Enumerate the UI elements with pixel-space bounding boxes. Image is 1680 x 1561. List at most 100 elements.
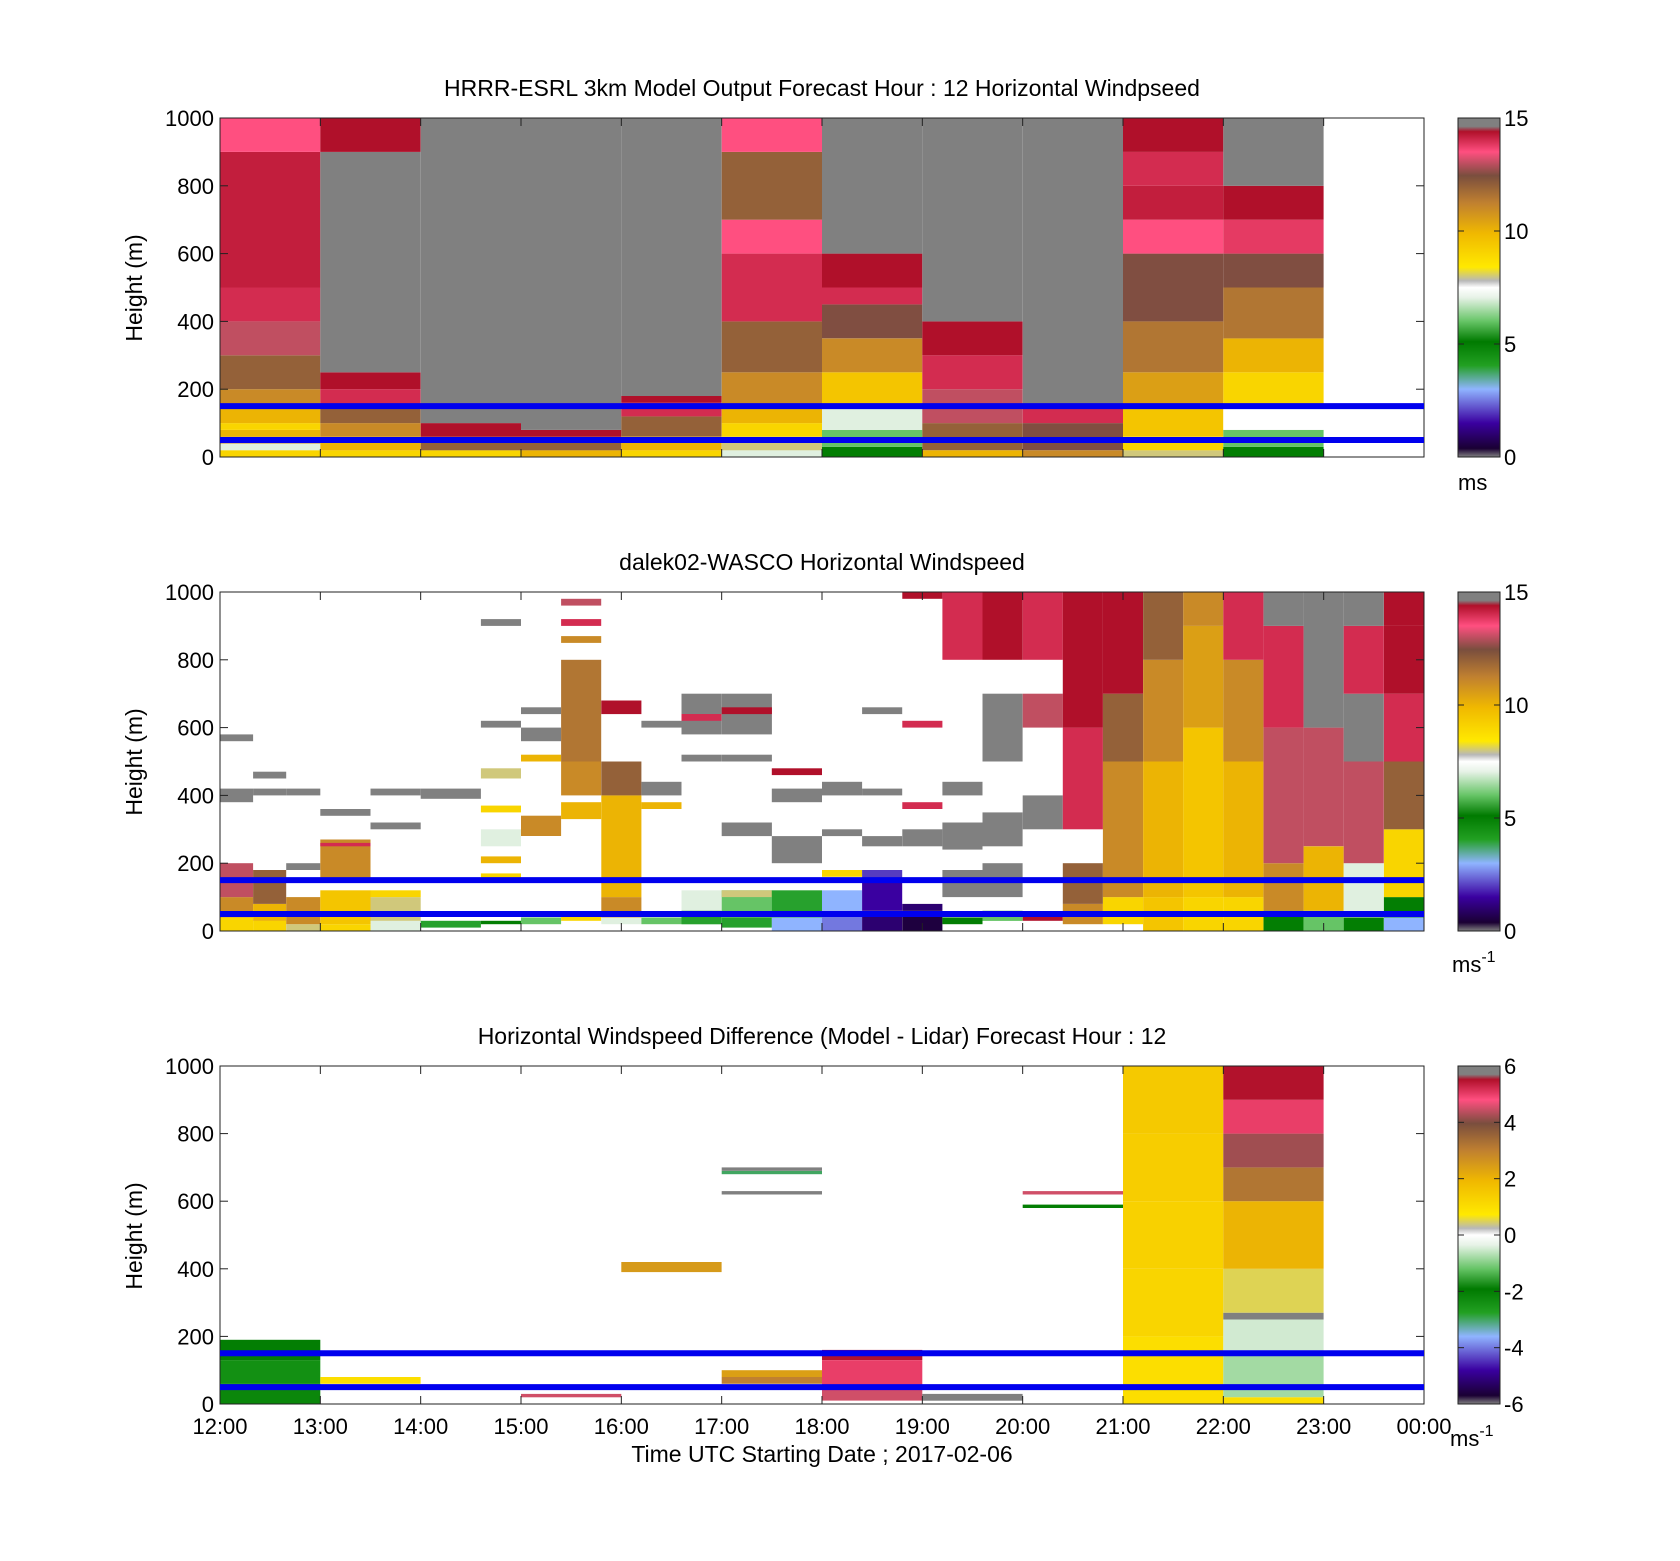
colorbar-tick-label: 0 bbox=[1504, 445, 1516, 470]
heatmap-cell bbox=[942, 592, 983, 660]
heatmap-cell bbox=[521, 707, 562, 715]
panel-difference: Horizontal Windspeed Difference (Model -… bbox=[121, 1023, 1524, 1467]
colorbar-tick-label: 15 bbox=[1504, 580, 1528, 605]
heatmap-cell bbox=[420, 920, 481, 928]
heatmap-cell bbox=[681, 714, 722, 721]
y-tick-label: 200 bbox=[177, 1324, 214, 1349]
heatmap-cell bbox=[521, 815, 562, 836]
heatmap-cell bbox=[1123, 372, 1224, 407]
heatmap-cell bbox=[902, 903, 943, 911]
model-y-axis-label: Height (m) bbox=[121, 234, 147, 341]
heatmap-cell bbox=[1223, 1312, 1324, 1320]
panel-lidar: dalek02-WASCO Horizontal Windspeed 0 200 4… bbox=[121, 549, 1528, 977]
colorbar-tick-label: -2 bbox=[1504, 1279, 1524, 1304]
heatmap-cell bbox=[862, 870, 903, 881]
colorbar-tick-label: 0 bbox=[1504, 919, 1516, 944]
lidar-x-ticks bbox=[219, 592, 1425, 931]
heatmap-cell bbox=[641, 720, 682, 728]
heatmap-cell bbox=[1343, 693, 1384, 762]
heatmap-cell bbox=[561, 659, 602, 762]
y-tick-label: 800 bbox=[177, 648, 214, 673]
heatmap-cell bbox=[1143, 761, 1184, 898]
heatmap-cell bbox=[286, 897, 321, 925]
heatmap-cell bbox=[681, 890, 722, 911]
x-tick-label: 13:00 bbox=[293, 1414, 348, 1439]
heatmap-cell bbox=[721, 707, 772, 715]
difference-y-axis-label: Height (m) bbox=[121, 1182, 147, 1289]
heatmap-cell bbox=[721, 450, 822, 457]
difference-x-ticks: 12:00 13:00 14:00 15:00 16:00 17:00 18:00 19:00… bbox=[192, 1066, 1452, 1439]
heatmap-cell bbox=[220, 1339, 321, 1361]
heatmap-cell bbox=[220, 443, 321, 451]
lidar-reference-lines bbox=[220, 877, 1424, 918]
model-colorbar bbox=[1457, 117, 1501, 458]
heatmap-cell bbox=[1123, 406, 1224, 437]
x-tick-label: 23:00 bbox=[1296, 1414, 1351, 1439]
heatmap-cell bbox=[220, 321, 321, 356]
heatmap-cell bbox=[721, 423, 822, 437]
heatmap-cell bbox=[942, 870, 983, 898]
heatmap-cell bbox=[601, 700, 642, 715]
heatmap-cell bbox=[1223, 253, 1324, 288]
heatmap-cell bbox=[902, 802, 943, 809]
heatmap-cell bbox=[521, 917, 562, 925]
lidar-colorbar-ticks: 0 5 10 15 bbox=[1458, 580, 1528, 944]
heatmap-cell bbox=[1263, 863, 1304, 911]
model-colorbar-ticks: 0 5 10 15 bbox=[1458, 106, 1528, 470]
heatmap-cell bbox=[922, 450, 1023, 457]
heatmap-cell bbox=[1123, 1133, 1224, 1202]
heatmap-cell bbox=[1343, 761, 1384, 864]
heatmap-cell bbox=[286, 788, 321, 796]
heatmap-cell bbox=[320, 423, 421, 437]
heatmap-cell bbox=[1263, 727, 1304, 864]
heatmap-cell bbox=[220, 151, 321, 288]
heatmap-cell bbox=[822, 253, 923, 288]
heatmap-cell bbox=[822, 446, 923, 457]
heatmap-cell bbox=[521, 429, 622, 437]
x-axis-label: Time UTC Starting Date ; 2017-02-06 bbox=[631, 1441, 1012, 1467]
heatmap-cell bbox=[601, 917, 642, 925]
heatmap-cell bbox=[1143, 592, 1184, 660]
heatmap-cell bbox=[220, 429, 321, 437]
heatmap-cell bbox=[771, 768, 822, 776]
heatmap-cell bbox=[1383, 917, 1424, 931]
heatmap-cell bbox=[561, 598, 602, 606]
heatmap-cell bbox=[370, 920, 421, 931]
heatmap-cell bbox=[862, 707, 903, 715]
heatmap-cell bbox=[721, 372, 822, 407]
heatmap-cell bbox=[721, 253, 822, 322]
heatmap-cell bbox=[721, 1377, 822, 1384]
heatmap-cell bbox=[922, 321, 1023, 356]
heatmap-cell bbox=[220, 788, 254, 803]
heatmap-cell bbox=[771, 788, 822, 803]
heatmap-cell bbox=[480, 619, 521, 626]
heatmap-cell bbox=[1123, 151, 1224, 186]
heatmap-cell bbox=[1022, 1191, 1123, 1195]
heatmap-cell bbox=[721, 1191, 822, 1195]
panel-model-title: HRRR-ESRL 3km Model Output Forecast Hour… bbox=[444, 75, 1200, 101]
difference-reference-lines bbox=[220, 1350, 1424, 1391]
heatmap-cell bbox=[1022, 592, 1063, 660]
heatmap-cell bbox=[822, 118, 923, 254]
heatmap-cell bbox=[942, 822, 983, 850]
heatmap-cell bbox=[220, 450, 321, 457]
heatmap-cell bbox=[641, 802, 682, 809]
x-tick-label: 14:00 bbox=[393, 1414, 448, 1439]
heatmap-cell bbox=[320, 406, 421, 424]
heatmap-cell bbox=[1223, 219, 1324, 254]
heatmap-cell bbox=[1223, 406, 1324, 430]
heatmap-cell bbox=[320, 389, 421, 407]
heatmap-cell bbox=[822, 304, 923, 339]
x-tick-label: 20:00 bbox=[995, 1414, 1050, 1439]
heatmap-cell bbox=[1343, 592, 1384, 626]
model-y-ticks: 0 200 400 600 800 1000 bbox=[165, 106, 1424, 470]
y-tick-label: 600 bbox=[177, 716, 214, 741]
heatmap-cell bbox=[721, 754, 772, 762]
heatmap-cell bbox=[942, 917, 983, 925]
y-tick-label: 600 bbox=[177, 1189, 214, 1214]
heatmap-cell bbox=[1022, 795, 1063, 830]
heatmap-cell bbox=[1062, 727, 1103, 830]
heatmap-cell bbox=[862, 788, 903, 796]
panel-model: HRRR-ESRL 3km Model Output Forecast Hour… bbox=[121, 75, 1528, 495]
x-tick-label: 12:00 bbox=[192, 1414, 247, 1439]
